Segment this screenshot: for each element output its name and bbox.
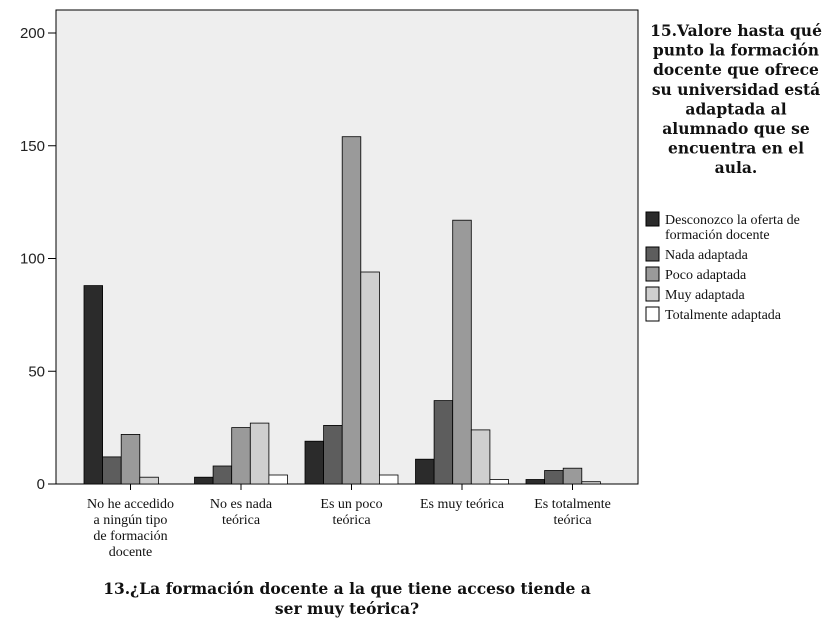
bar-totalmente-adaptada-2 (268, 474, 288, 485)
bar-poco-adaptada-2 (231, 427, 251, 485)
bar-muy-adaptada-4 (470, 429, 491, 485)
legend-swatch-muy-adaptada (645, 286, 660, 302)
x-tick-label-no-es-nada-teorica: No es nada teórica (210, 497, 273, 528)
x-axis: No he accedido a ningún tipo de formación d… (87, 484, 611, 560)
legend-swatch-totalmente-adaptada (645, 306, 660, 322)
legend-label-desconozco-la-oferta-de-formacion-docente: Desconozco la oferta de formación docente (665, 213, 800, 243)
y-tick-label-0: 0 (37, 476, 45, 493)
bar-nada-adaptada-4 (433, 400, 454, 485)
bar-muy-adaptada-2 (249, 422, 270, 485)
legend-title: 15.Valore hasta qué punto la formación doc… (650, 21, 822, 177)
y-tick-label-100: 100 (20, 251, 45, 268)
bar-desconozco-la-oferta-de-formacion-docente-2 (194, 476, 214, 485)
legend-label-totalmente-adaptada: Totalmente adaptada (665, 308, 782, 323)
legend: 15.Valore hasta qué punto la formación doc… (645, 21, 822, 323)
bar-desconozco-la-oferta-de-formacion-docente-4 (415, 458, 435, 485)
x-tick-label-es-muy-teorica: Es muy teórica (420, 497, 505, 512)
legend-label-nada-adaptada: Nada adaptada (665, 248, 749, 263)
bar-desconozco-la-oferta-de-formacion-docente-3 (304, 440, 325, 485)
legend-swatch-desconozco-la-oferta-de-formacion-docente (645, 211, 660, 227)
x-axis-title: 13.¿La formación docente a la que tiene … (103, 579, 591, 618)
bar-poco-adaptada-3 (341, 136, 362, 485)
legend-swatch-poco-adaptada (645, 266, 660, 282)
bar-muy-adaptada-3 (360, 271, 380, 485)
bar-poco-adaptada-1 (120, 433, 141, 485)
bar-nada-adaptada-2 (212, 465, 233, 485)
bar-nada-adaptada-5 (544, 470, 564, 485)
bar-muy-adaptada-5 (581, 481, 601, 485)
x-tick-label-no-he-accedido-a-ningun-tipo-de-formacion-docente: No he accedido a ningún tipo de formación d… (87, 497, 174, 560)
bar-poco-adaptada-5 (562, 467, 583, 485)
bar-desconozco-la-oferta-de-formacion-docente-1 (83, 285, 104, 485)
x-tick-label-es-totalmente-teorica: Es totalmente teórica (534, 497, 611, 528)
legend-swatch-nada-adaptada (645, 246, 660, 262)
y-tick-label-50: 50 (28, 363, 45, 380)
legend-label-poco-adaptada: Poco adaptada (665, 268, 747, 283)
x-tick-label-es-un-poco-teorica: Es un poco teórica (320, 497, 382, 528)
x-axis-title-text: 13.¿La formación docente a la que tiene … (103, 579, 591, 618)
bars-group (83, 136, 601, 485)
bar-poco-adaptada-4 (452, 219, 472, 485)
bar-nada-adaptada-3 (323, 424, 343, 485)
legend-label-muy-adaptada: Muy adaptada (665, 288, 745, 303)
bar-totalmente-adaptada-3 (378, 474, 399, 485)
y-tick-label-200: 200 (20, 25, 45, 42)
bar-totalmente-adaptada-4 (489, 479, 509, 485)
y-tick-label-150: 150 (20, 138, 45, 155)
bar-nada-adaptada-1 (102, 456, 122, 485)
bar-muy-adaptada-1 (139, 476, 159, 485)
bar-desconozco-la-oferta-de-formacion-docente-5 (525, 479, 546, 485)
y-axis: 0 50 100 150 200 (20, 25, 56, 493)
